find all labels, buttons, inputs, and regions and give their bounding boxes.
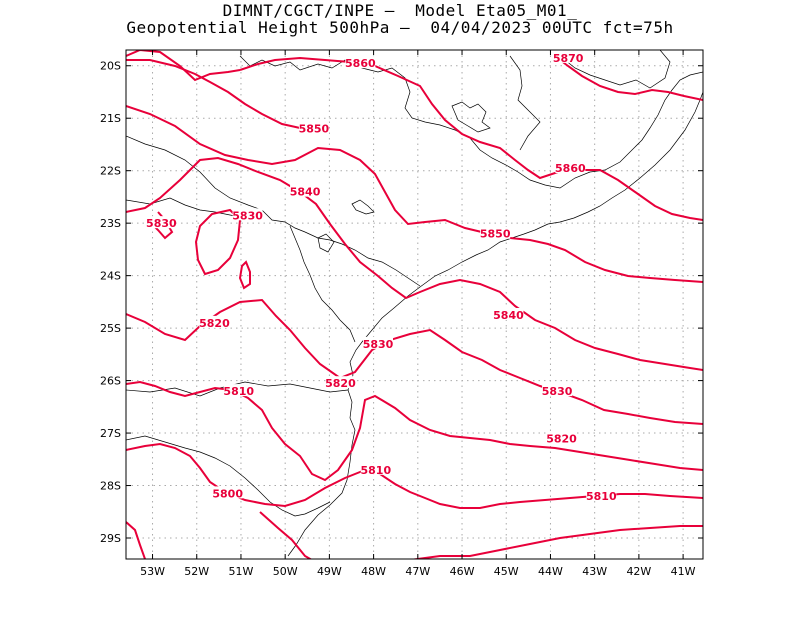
contour-label: 5840 — [493, 309, 524, 322]
border-pr-sp — [289, 225, 356, 343]
contour-label: 5840 — [290, 186, 321, 199]
border-river-upper — [239, 55, 591, 189]
contour-label: 5830 — [232, 209, 263, 222]
contour-label-bg — [325, 376, 356, 389]
contour-label-bg — [493, 307, 524, 320]
contour-5800-mid — [259, 511, 313, 559]
lake-2 — [351, 199, 375, 215]
lat-tick-label: 20S — [100, 60, 121, 73]
contour-label-bg — [480, 226, 511, 239]
contour-label-bg — [212, 486, 243, 499]
contour-5860 — [239, 56, 703, 221]
lon-tick-label: 43W — [582, 565, 607, 578]
lat-tick-label: 25S — [100, 322, 121, 335]
axis-ticks: 53W 52W 51W 50W 49W 48W 47W 46W 45W 44W 43W 42W 41W 2… — [100, 50, 703, 578]
lon-tick-label: 52W — [184, 565, 209, 578]
contour-label-bg — [363, 336, 394, 349]
plot-frame — [125, 49, 704, 560]
lat-tick-label: 23S — [100, 217, 121, 230]
contour-label-bg — [586, 489, 617, 502]
contour-labels: 5870 5860 5860 5850 5850 5840 5840 5830 5830 5830… — [146, 50, 617, 503]
contour-label: 5830 — [363, 338, 394, 351]
lat-tick-label: 29S — [100, 532, 121, 545]
contour-5840-loop — [194, 208, 242, 276]
contour-label: 5860 — [345, 57, 376, 70]
contour-label-bg — [553, 50, 584, 63]
contour-5820 — [126, 380, 703, 482]
lat-lon-grid — [126, 50, 703, 559]
contour-label: 5850 — [299, 123, 330, 136]
contour-label: 5830 — [542, 385, 573, 398]
contour-5850-upper — [126, 59, 301, 129]
contour-5870 — [554, 55, 703, 101]
lat-tick-label: 28S — [100, 480, 121, 493]
lon-tick-label: 48W — [361, 565, 386, 578]
lat-tick-label: 26S — [100, 375, 121, 388]
border-ms-sp — [126, 135, 421, 287]
border-pr-sc — [126, 381, 349, 397]
lake-3 — [317, 233, 335, 253]
border-mg-ba — [559, 50, 671, 89]
lat-tick-label: 24S — [100, 270, 121, 283]
map-title: DIMNT/CGCT/INPE – Model Eta05_M01_ Geopo… — [0, 2, 800, 36]
contour-label: 5870 — [553, 52, 584, 65]
contour-label: 5850 — [480, 228, 511, 241]
contour-label: 5820 — [546, 432, 577, 445]
contour-5800-right — [409, 525, 703, 559]
lon-tick-label: 50W — [273, 565, 298, 578]
title-line-1: DIMNT/CGCT/INPE – Model Eta05_M01_ — [222, 1, 578, 20]
contour-label-bg — [298, 121, 329, 134]
contour-5850 — [126, 105, 703, 283]
contour-label: 5820 — [199, 317, 230, 330]
contour-label-bg — [290, 184, 321, 197]
contour-5800 — [126, 521, 146, 559]
contour-label: 5820 — [325, 377, 356, 390]
height-contours — [126, 50, 703, 559]
contour-label: 5800 — [212, 487, 243, 500]
lake-1 — [451, 101, 491, 133]
contour-label-bg — [345, 56, 376, 69]
lon-tick-label: 46W — [450, 565, 475, 578]
lat-tick-label: 22S — [100, 165, 121, 178]
contour-label-bg — [232, 208, 263, 221]
lat-tick-label: 27S — [100, 427, 121, 440]
lon-tick-label: 42W — [626, 565, 651, 578]
lat-tick-label: 21S — [100, 112, 121, 125]
contour-label: 5830 — [146, 217, 177, 230]
title-line-2: Geopotential Height 500hPa – 04/04/2023 … — [126, 18, 674, 37]
contour-label: 5860 — [555, 162, 586, 175]
border-east-inner — [509, 55, 541, 151]
lon-tick-label: 51W — [229, 565, 254, 578]
lon-tick-label: 41W — [671, 565, 696, 578]
border-sc-rs — [126, 435, 331, 517]
contour-label: 5810 — [360, 464, 391, 477]
contour-label: 5810 — [586, 490, 617, 503]
contour-5840-island — [238, 260, 251, 290]
contour-5840 — [126, 156, 703, 371]
coastline-and-borders — [126, 50, 703, 557]
lon-tick-label: 49W — [317, 565, 342, 578]
lon-tick-label: 44W — [538, 565, 563, 578]
contour-label-bg — [223, 384, 254, 397]
coastline — [287, 91, 703, 557]
contour-label-bg — [199, 315, 230, 328]
contour-5860-left — [126, 50, 241, 82]
contour-label: 5810 — [223, 385, 254, 398]
contour-label-bg — [146, 216, 177, 229]
lon-tick-label: 53W — [140, 565, 165, 578]
contour-label-bg — [546, 431, 577, 444]
contour-label-bg — [542, 384, 573, 397]
lon-tick-label: 45W — [494, 565, 519, 578]
border-mg-es — [589, 71, 703, 173]
contour-label-bg — [555, 161, 586, 174]
lon-tick-label: 47W — [405, 565, 430, 578]
contour-label-bg — [360, 462, 391, 475]
